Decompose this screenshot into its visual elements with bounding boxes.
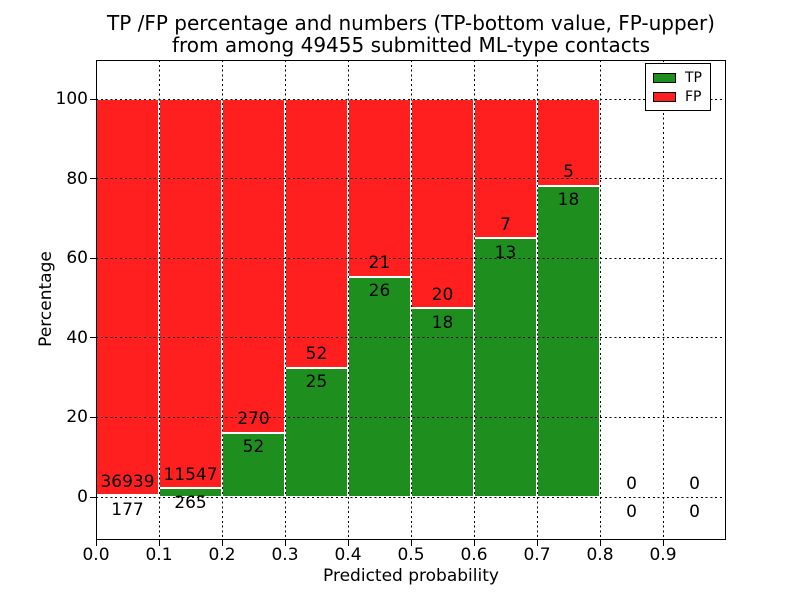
x-gridline xyxy=(536,60,538,540)
chart-title-line1: TP /FP percentage and numbers (TP-bottom… xyxy=(107,11,715,35)
tp-count-label: 0 xyxy=(626,501,637,522)
y-tick-mark xyxy=(90,98,96,100)
x-tick-mark xyxy=(347,540,349,546)
tp-count-label: 52 xyxy=(242,437,265,458)
legend-label-fp: FP xyxy=(685,88,702,105)
x-gridline xyxy=(347,60,349,540)
x-tick-label: 0.2 xyxy=(208,545,236,565)
bar-segment-tp xyxy=(285,367,348,497)
y-tick-label: 80 xyxy=(66,168,88,189)
legend-item-tp: TP xyxy=(653,69,710,86)
fp-count-label: 20 xyxy=(431,284,454,305)
tp-count-label: 13 xyxy=(494,242,517,263)
y-tick-label: 40 xyxy=(66,327,88,348)
x-gridline xyxy=(662,60,664,540)
chart-title: TP /FP percentage and numbers (TP-bottom… xyxy=(96,12,726,56)
fp-count-label: 0 xyxy=(689,473,700,494)
x-tick-label: 0.6 xyxy=(460,545,488,565)
bar-segment-fp xyxy=(537,99,600,186)
legend: TP FP xyxy=(645,63,711,111)
x-tick-label: 0.9 xyxy=(649,545,677,565)
x-tick-mark xyxy=(158,540,160,546)
x-tick-label: 0.4 xyxy=(334,545,362,565)
x-gridline xyxy=(599,60,601,540)
tp-count-label: 25 xyxy=(305,372,328,393)
bar-segment-fp xyxy=(285,99,348,368)
bar-segment-tp xyxy=(474,238,537,497)
chart-title-line2: from among 49455 submitted ML-type conta… xyxy=(171,33,651,57)
bar-segment-tp xyxy=(411,308,474,497)
bar-segment-fp xyxy=(411,99,474,309)
y-tick-label: 100 xyxy=(55,89,88,109)
legend-item-fp: FP xyxy=(653,88,710,105)
tp-count-label: 177 xyxy=(111,499,144,520)
x-gridline xyxy=(221,60,223,540)
fp-count-label: 0 xyxy=(626,473,637,494)
legend-label-tp: TP xyxy=(685,69,702,86)
x-axis-label: Predicted probability xyxy=(323,566,499,586)
fp-count-label: 5 xyxy=(563,162,574,183)
tp-color-swatch xyxy=(653,72,676,83)
x-tick-label: 0.1 xyxy=(145,545,173,565)
tp-count-label: 265 xyxy=(174,492,207,513)
y-tick-label: 0 xyxy=(77,487,88,507)
x-gridline xyxy=(284,60,286,540)
x-tick-mark xyxy=(95,540,97,546)
x-tick-label: 0.3 xyxy=(271,545,299,565)
fp-color-swatch xyxy=(653,91,676,102)
fp-count-label: 7 xyxy=(500,214,511,235)
y-tick-mark xyxy=(90,257,96,259)
bar-segment-fp xyxy=(159,99,222,489)
x-tick-label: 0.5 xyxy=(397,545,425,565)
fp-count-label: 36939 xyxy=(100,471,155,492)
y-tick-label: 20 xyxy=(66,407,88,428)
x-gridline xyxy=(158,60,160,540)
x-gridline xyxy=(473,60,475,540)
x-tick-label: 0.7 xyxy=(523,545,551,565)
bar-segment-fp xyxy=(222,99,285,433)
x-gridline xyxy=(410,60,412,540)
tp-count-label: 18 xyxy=(557,190,580,211)
bar-segment-fp xyxy=(474,99,537,239)
y-tick-mark xyxy=(90,496,96,498)
fp-count-label: 11547 xyxy=(163,464,218,485)
bar-segment-tp xyxy=(348,276,411,497)
y-tick-label: 60 xyxy=(66,248,88,269)
fp-count-label: 52 xyxy=(305,344,328,365)
x-tick-mark xyxy=(221,540,223,546)
x-tick-mark xyxy=(473,540,475,546)
y-tick-mark xyxy=(90,337,96,339)
y-tick-mark xyxy=(90,416,96,418)
x-tick-mark xyxy=(536,540,538,546)
bar-segment-tp xyxy=(537,185,600,497)
fp-count-label: 21 xyxy=(368,253,391,274)
fp-count-label: 270 xyxy=(237,409,270,430)
bar-segment-fp xyxy=(96,99,159,496)
x-tick-label: 0.0 xyxy=(82,545,110,565)
x-tick-mark xyxy=(284,540,286,546)
tp-count-label: 0 xyxy=(689,501,700,522)
y-tick-mark xyxy=(90,178,96,180)
bar-segment-fp xyxy=(348,99,411,277)
x-tick-mark xyxy=(599,540,601,546)
x-tick-label: 0.8 xyxy=(586,545,614,565)
x-tick-mark xyxy=(662,540,664,546)
x-tick-mark xyxy=(410,540,412,546)
bar-segment-tp xyxy=(222,432,285,497)
tp-count-label: 26 xyxy=(368,281,391,302)
tp-count-label: 18 xyxy=(431,312,454,333)
